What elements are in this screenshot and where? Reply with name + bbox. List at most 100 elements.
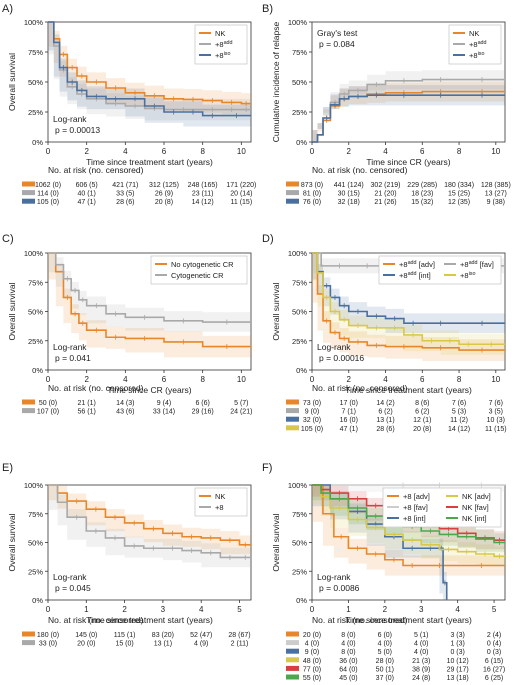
x-axis-label: Time since treatment start (years)	[345, 385, 472, 395]
risk-row-swatch	[286, 416, 299, 422]
risk-cell: 8 (0)	[341, 649, 355, 656]
y-tick-label: 0%	[32, 138, 43, 147]
risk-cell: 43 (6)	[116, 409, 134, 416]
risk-cell: 7 (6)	[452, 400, 466, 407]
x-tick-label: 6	[420, 147, 425, 156]
risk-cell: 13 (1)	[376, 417, 394, 424]
risk-row-swatch	[286, 657, 299, 663]
p-value: p = 0.045	[55, 583, 91, 593]
risk-cell: 40 (1)	[78, 191, 96, 198]
risk-cell: 20 (0)	[303, 632, 321, 639]
risk-table: No. at risk (no. censored) 180 (0) 145 (0)…	[22, 615, 251, 648]
y-tick-label: 25%	[292, 567, 307, 576]
risk-cell: 17 (0)	[340, 400, 358, 407]
risk-cell: 4 (0)	[414, 641, 428, 648]
legend-label: +8iso	[469, 51, 484, 60]
risk-cell: 13 (27)	[485, 191, 507, 198]
x-tick-label: 0	[46, 147, 51, 156]
legend-label: +8iso	[215, 51, 230, 60]
risk-cell: 64 (0)	[339, 666, 357, 673]
risk-cell: 16 (0)	[340, 417, 358, 424]
risk-cell: 5 (7)	[234, 400, 248, 407]
y-tick-label: 100%	[288, 249, 308, 258]
risk-cell: 11 (15)	[485, 426, 507, 433]
legend-label: +8add [adv]	[399, 260, 435, 269]
series-line	[48, 21, 251, 117]
x-tick-label: 4	[383, 147, 388, 156]
test-name: Log-rank	[53, 114, 87, 124]
risk-cell: 15 (0)	[115, 641, 133, 648]
risk-row-swatch	[286, 640, 299, 646]
risk-row-swatch	[286, 181, 299, 187]
risk-cell: 29 (17)	[447, 666, 469, 673]
x-tick-label: 8	[457, 375, 462, 384]
risk-cell: 2 (4)	[487, 632, 501, 639]
x-tick-label: 4	[123, 375, 128, 384]
risk-cell: 4 (0)	[414, 649, 428, 656]
risk-cell: 114 (0)	[37, 191, 59, 198]
y-tick-label: 100%	[24, 481, 44, 490]
confidence-band	[312, 253, 505, 334]
risk-cell: 421 (71)	[112, 182, 138, 189]
series-group	[312, 70, 505, 143]
x-tick-label: 0	[46, 605, 51, 614]
legend: +8 [adv] +8 [fav] +8 [int] NK [adv] NK [fav]…	[382, 487, 502, 528]
panel-label: F)	[262, 462, 272, 474]
risk-cell: 29 (16)	[192, 409, 214, 416]
confidence-band	[48, 253, 251, 332]
risk-cell: 9 (0)	[305, 649, 319, 656]
risk-cell: 37 (0)	[376, 675, 394, 682]
risk-table: No. at risk (no. censored) 20 (0) 8 (0) 6 (…	[286, 615, 505, 682]
y-tick-label: 50%	[28, 539, 43, 548]
risk-cell: 115 (1)	[114, 632, 136, 639]
y-tick-label: 100%	[288, 481, 308, 490]
risk-cell: 15 (25)	[448, 191, 470, 198]
x-tick-label: 6	[162, 375, 167, 384]
legend-label: NK	[215, 492, 225, 501]
legend-label: +8add [int]	[399, 271, 431, 280]
risk-cell: 4 (0)	[341, 641, 355, 648]
legend-label: NK [adv]	[462, 492, 491, 501]
risk-cell: 50 (1)	[376, 666, 394, 673]
series-group	[48, 252, 251, 358]
risk-row-swatch	[286, 425, 299, 431]
y-tick-label: 50%	[28, 78, 43, 87]
risk-cell: 14 (12)	[192, 199, 214, 206]
x-tick-label: 4	[123, 147, 128, 156]
y-tick-label: 50%	[292, 539, 307, 548]
y-tick-label: 50%	[292, 78, 307, 87]
test-name: Gray's test	[317, 28, 358, 38]
x-tick-label: 0	[310, 147, 315, 156]
risk-table: No. at risk (no. censored) 1062 (0) 606 (5…	[22, 165, 256, 206]
risk-cell: 105 (0)	[301, 426, 323, 433]
x-tick-label: 0	[46, 375, 51, 384]
risk-cell: 9 (0)	[305, 409, 319, 416]
risk-row-swatch	[286, 408, 299, 414]
risk-cell: 1062 (0)	[35, 182, 61, 189]
legend-label: +8add	[215, 40, 233, 49]
legend-box	[378, 255, 502, 285]
legend: +8add [adv] +8add [fav] +8add [int] +8iso	[378, 255, 502, 285]
risk-cell: 11 (15)	[230, 199, 252, 206]
risk-cell: 83 (20)	[152, 632, 174, 639]
risk-cell: 28 (6)	[376, 426, 394, 433]
risk-cell: 32 (18)	[338, 199, 360, 206]
risk-cell: 28 (67)	[228, 632, 250, 639]
risk-row-swatch	[286, 399, 299, 405]
legend: NK +8	[194, 487, 248, 517]
risk-cell: 33 (14)	[153, 409, 175, 416]
p-value: p = 0.0086	[319, 583, 360, 593]
x-axis-label: Time since CR (years)	[366, 157, 450, 167]
confidence-band	[48, 253, 251, 358]
y-tick-label: 100%	[24, 18, 44, 27]
risk-cell: 36 (0)	[339, 658, 357, 665]
x-tick-label: 3	[419, 605, 424, 614]
test-name: Log-rank	[317, 572, 351, 582]
risk-cell: 38 (9)	[412, 666, 430, 673]
test-name: Log-rank	[317, 342, 351, 352]
legend-label: +8 [int]	[403, 514, 426, 523]
risk-cell: 76 (0)	[303, 199, 321, 206]
y-tick-label: 75%	[292, 278, 307, 287]
y-tick-label: 75%	[28, 48, 43, 57]
risk-cell: 20 (8)	[413, 426, 431, 433]
